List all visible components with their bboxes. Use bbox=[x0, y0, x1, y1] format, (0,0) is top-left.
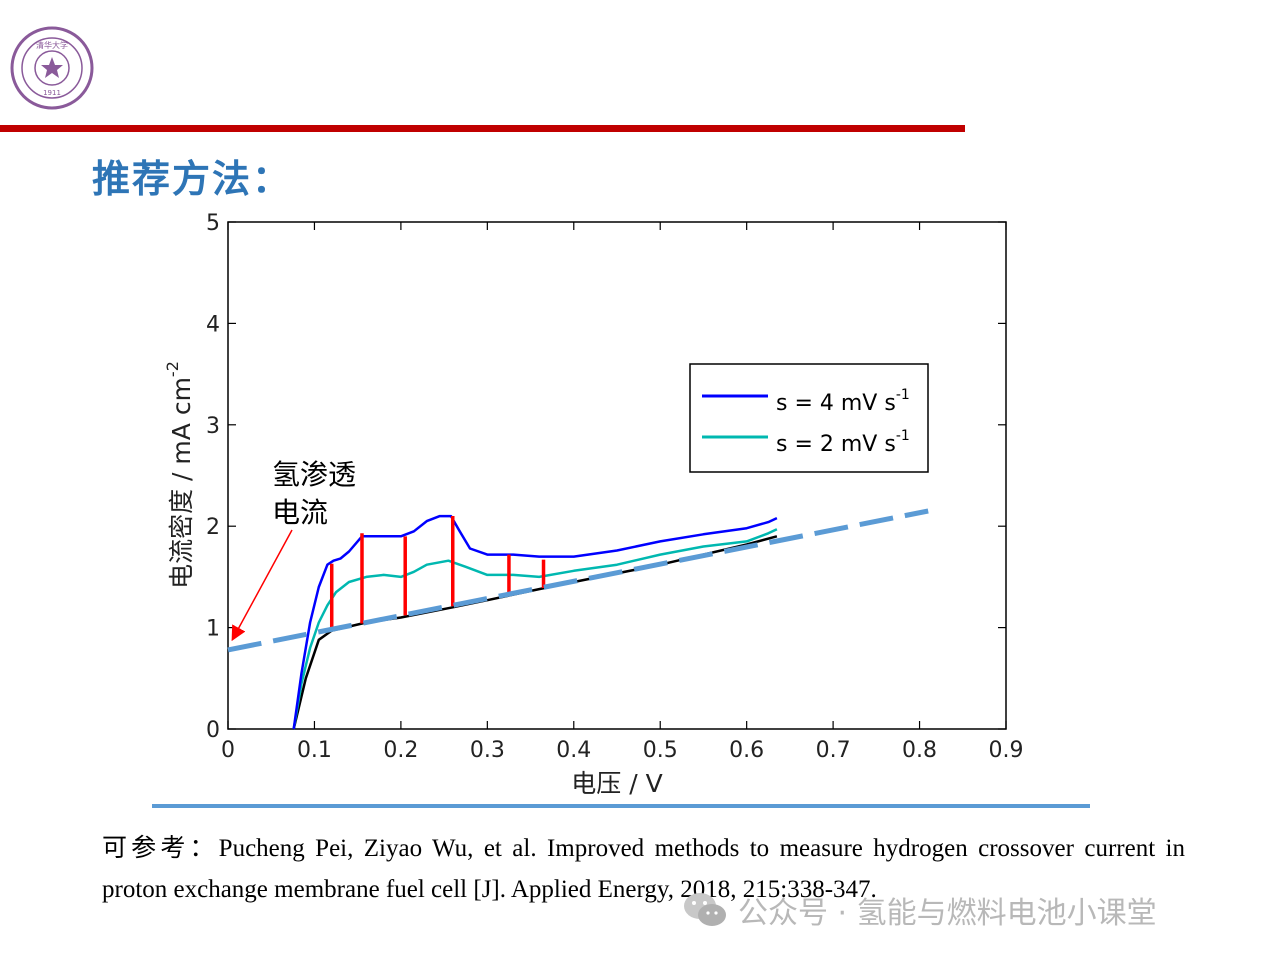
plot-frame bbox=[227, 221, 1007, 730]
y-tick-label: 0 bbox=[206, 718, 220, 743]
x-tick-labels: 0 0.1 0.2 0.3 0.4 0.5 0.6 0.7 0.8 0.9 bbox=[221, 738, 1024, 763]
seal-text-top: 清华大学 bbox=[36, 40, 68, 50]
annotation-label-line1: 氢渗透 bbox=[272, 458, 356, 491]
y-axis-label-sup: -2 bbox=[163, 361, 182, 377]
x-tick-label: 0.8 bbox=[902, 738, 937, 763]
x-tick-label: 0.1 bbox=[297, 738, 332, 763]
header-red-rule bbox=[0, 125, 965, 132]
series-s-=-4-mV-s-1 bbox=[292, 514, 778, 730]
legend-label-2mv: s = 2 mV s-1 bbox=[776, 428, 910, 457]
vertical-markers bbox=[329, 516, 546, 630]
x-tick-label: 0.3 bbox=[470, 738, 505, 763]
legend-label-4mv: s = 4 mV s-1 bbox=[776, 387, 910, 416]
annotation-arrow bbox=[231, 529, 293, 642]
seal-text-year: 1911 bbox=[43, 89, 61, 97]
x-tick-label: 0 bbox=[221, 738, 235, 763]
y-tick-label: 5 bbox=[206, 211, 220, 236]
x-tick-label: 0.4 bbox=[556, 738, 591, 763]
x-tick-label: 0.9 bbox=[989, 738, 1024, 763]
y-axis-label: 电流密度 / mA cm-2 bbox=[163, 361, 196, 589]
legend-box: s = 4 mV s-1 s = 2 mV s-1 bbox=[689, 363, 929, 473]
university-seal-logo: 清华大学 1911 bbox=[10, 26, 94, 110]
fit-line bbox=[227, 508, 929, 653]
axis-ticks bbox=[227, 221, 1007, 730]
y-tick-labels: 0 1 2 3 4 5 bbox=[206, 211, 220, 743]
y-tick-label: 4 bbox=[206, 312, 220, 337]
x-tick-label: 0.5 bbox=[643, 738, 678, 763]
y-tick-label: 3 bbox=[206, 414, 220, 439]
footer-blue-rule bbox=[152, 804, 1090, 808]
x-tick-label: 0.2 bbox=[383, 738, 418, 763]
watermark: 公众号 · 氢能与燃料电池小课堂 bbox=[682, 888, 1157, 932]
x-tick-label: 0.6 bbox=[729, 738, 764, 763]
reference-citation: 可参考：Pucheng Pei, Ziyao Wu, et al. Improv… bbox=[102, 835, 1185, 903]
slide-heading: 推荐方法： bbox=[92, 157, 293, 201]
watermark-text: 公众号 · 氢能与燃料电池小课堂 bbox=[738, 896, 1157, 931]
wechat-icon bbox=[684, 893, 726, 926]
y-tick-label: 2 bbox=[206, 515, 220, 540]
series-s-=-2-mV-s-1 bbox=[292, 528, 778, 730]
y-axis-label-main: 电流密度 / mA cm bbox=[167, 377, 196, 589]
annotation-label-line2: 电流 bbox=[272, 496, 328, 529]
x-axis-label: 电压 / V bbox=[571, 769, 662, 798]
y-tick-label: 1 bbox=[206, 617, 220, 642]
x-tick-label: 0.7 bbox=[816, 738, 851, 763]
